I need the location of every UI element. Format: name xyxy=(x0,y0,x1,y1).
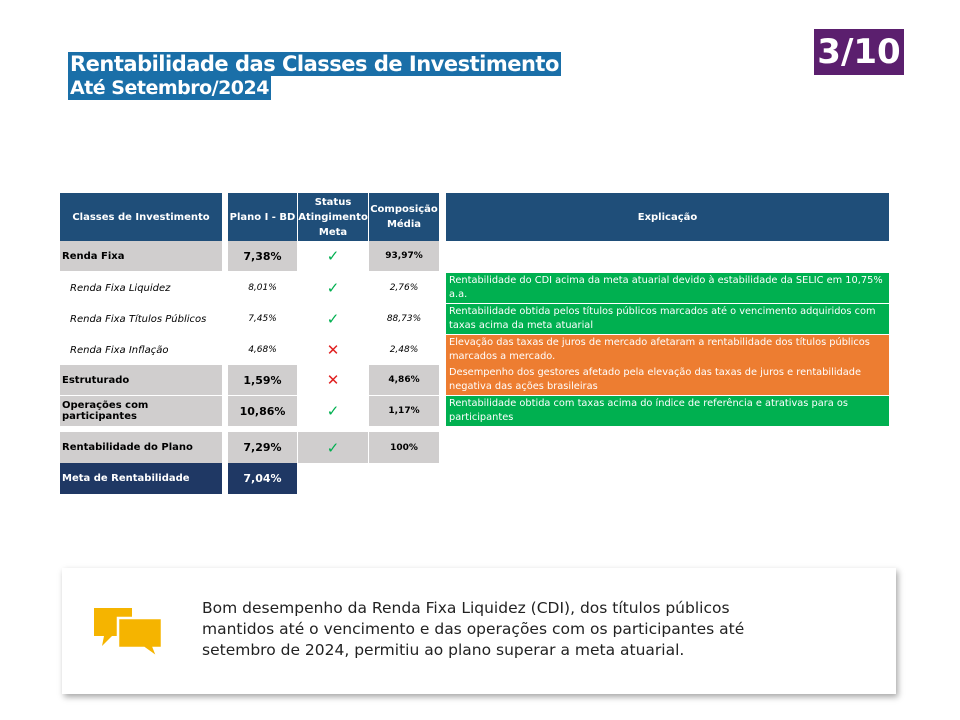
cross-icon: ✕ xyxy=(326,371,340,389)
row-plano: 7,45% xyxy=(248,314,277,324)
row-label: Meta de Rentabilidade xyxy=(60,463,222,494)
explanation-titulos-publicos: Rentabilidade obtida pelos títulos públi… xyxy=(446,304,889,334)
header-composicao: Composição Média xyxy=(369,193,439,241)
slide-title: Rentabilidade das Classes de Investiment… xyxy=(68,52,561,100)
page-badge: 3/10 xyxy=(814,29,904,75)
cross-icon: ✕ xyxy=(326,341,340,359)
title-line-2: Até Setembro/2024 xyxy=(68,76,271,100)
row-composicao: 88,73% xyxy=(386,314,422,324)
row-plano: 7,38% xyxy=(228,241,297,271)
row-label: Renda Fixa Títulos Públicos xyxy=(70,313,207,325)
row-plano: 7,29% xyxy=(228,432,297,463)
header-explicacao: Explicação xyxy=(446,193,889,241)
row-composicao: 4,86% xyxy=(369,365,439,395)
row-plano: 4,68% xyxy=(248,345,277,355)
row-plano: 7,04% xyxy=(228,463,297,494)
row-label: Renda Fixa xyxy=(60,241,222,271)
title-line-1: Rentabilidade das Classes de Investiment… xyxy=(68,52,561,76)
explanation-operacoes: Rentabilidade obtida com taxas acima do … xyxy=(446,396,889,426)
check-icon: ✓ xyxy=(326,402,340,420)
row-composicao: 93,97% xyxy=(369,241,439,271)
row-label: Renda Fixa Inflação xyxy=(70,344,169,356)
row-label: Renda Fixa Liquidez xyxy=(70,282,171,294)
check-icon: ✓ xyxy=(298,432,368,463)
header-status: Status Atingimento Meta xyxy=(298,193,368,241)
row-plano: 8,01% xyxy=(248,283,277,293)
check-icon: ✓ xyxy=(326,279,340,297)
row-label: Operações com participantes xyxy=(60,396,222,426)
explanation-liquidez: Rentabilidade do CDI acima da meta atuar… xyxy=(446,273,889,303)
check-icon: ✓ xyxy=(326,247,340,265)
summary-text: Bom desempenho da Renda Fixa Liquidez (C… xyxy=(202,599,745,659)
explanation-inflacao: Elevação das taxas de juros de mercado a… xyxy=(446,335,889,365)
row-plano: 1,59% xyxy=(228,365,297,395)
header-classes: Classes de Investimento xyxy=(60,193,222,241)
check-icon: ✓ xyxy=(326,310,340,328)
header-plano: Plano I - BD xyxy=(228,193,297,241)
explanation-estruturado: Desempenho dos gestores afetado pela ele… xyxy=(446,365,889,395)
row-label: Rentabilidade do Plano xyxy=(60,432,222,463)
row-label: Estruturado xyxy=(60,365,222,395)
row-composicao: 100% xyxy=(369,432,439,463)
speech-bubbles-icon xyxy=(94,608,164,660)
row-composicao: 2,48% xyxy=(389,345,419,355)
summary-box: Bom desempenho da Renda Fixa Liquidez (C… xyxy=(62,568,896,694)
row-composicao: 2,76% xyxy=(389,283,419,293)
row-plano: 10,86% xyxy=(228,396,297,426)
row-composicao: 1,17% xyxy=(369,396,439,426)
